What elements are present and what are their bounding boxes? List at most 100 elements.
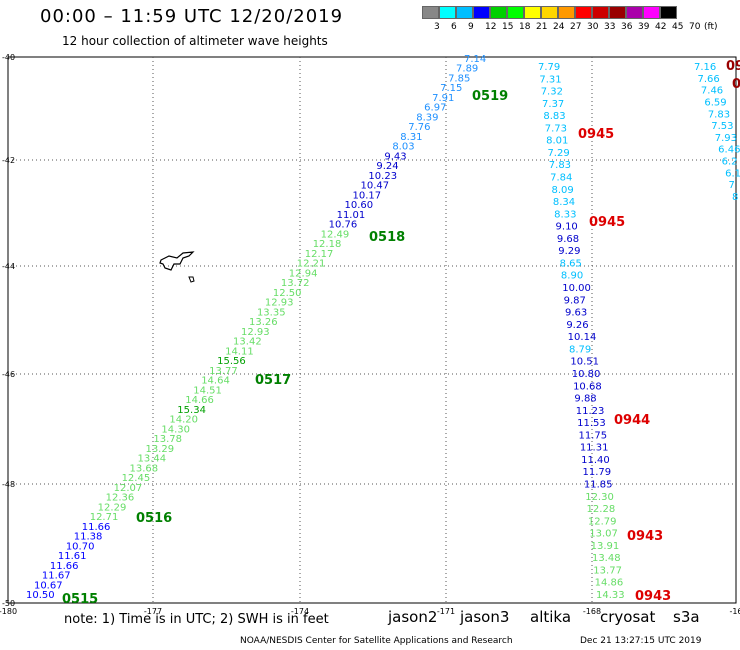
map-frame <box>7 56 737 604</box>
wave-height-value: 14.20 <box>169 415 198 426</box>
wave-height-value: 8.34 <box>553 197 575 208</box>
wave-height-value: 13.35 <box>257 307 286 318</box>
island-outline <box>188 276 195 283</box>
legend-swatch <box>643 6 660 19</box>
longitude-label: -16 <box>729 607 740 616</box>
wave-height-value: 7.29 <box>547 148 569 159</box>
wave-height-value: 7.32 <box>541 87 563 98</box>
wave-height-value: 10.23 <box>368 171 397 182</box>
legend-swatch <box>422 6 439 19</box>
wave-height-value: 12.49 <box>321 229 350 240</box>
wave-height-value: 12.50 <box>273 288 302 299</box>
wave-height-value: 11.85 <box>584 479 613 490</box>
satellite-jason3-label: jason3 <box>460 608 510 626</box>
wave-height-value: 9.26 <box>566 320 588 331</box>
wave-height-value: 15.56 <box>217 356 246 367</box>
wave-height-value: 9.88 <box>574 394 596 405</box>
legend-swatch <box>575 6 592 19</box>
pass-time-label: 0945 <box>589 215 625 230</box>
wave-height-value: 12.94 <box>289 268 318 279</box>
legend-swatch <box>524 6 541 19</box>
wave-height-value: 8.01 <box>546 136 568 147</box>
wave-height-value: 13.42 <box>233 337 262 348</box>
legend-label: 21 <box>536 22 548 32</box>
wave-height-value: 12.30 <box>585 492 614 503</box>
latitude-label: -50 <box>2 599 15 608</box>
pass-time-label: 09 <box>726 59 740 74</box>
satellite-s3a-label: s3a <box>673 608 700 626</box>
wave-height-value: 12.36 <box>106 493 135 504</box>
wave-height-value: 8.33 <box>554 209 576 220</box>
longitude-label: -180 <box>0 607 17 616</box>
longitude-label: -174 <box>291 607 309 616</box>
wave-height-value: 9.87 <box>564 295 586 306</box>
wave-height-value: 14.66 <box>185 395 214 406</box>
latitude-label: -48 <box>2 480 15 489</box>
legend-swatch <box>660 6 677 19</box>
latitude-label: -46 <box>2 370 15 379</box>
wave-height-value: 10.70 <box>66 541 95 552</box>
wave-height-value: 10.68 <box>573 381 602 392</box>
wave-height-value: 12.71 <box>90 512 119 523</box>
island-outline <box>159 251 195 271</box>
legend-swatch <box>558 6 575 19</box>
legend-label: 45 <box>672 22 684 32</box>
wave-height-value: 8.79 <box>569 344 591 355</box>
legend-swatch <box>609 6 626 19</box>
legend-label: 24 <box>553 22 565 32</box>
legend-label: (ft) <box>704 22 718 32</box>
wave-height-value: 7.16 <box>694 62 716 73</box>
wave-height-value: 10.51 <box>570 357 599 368</box>
longitude-label: -171 <box>437 607 455 616</box>
wave-height-value: 9.43 <box>384 151 406 162</box>
wave-height-value: 13.77 <box>593 565 622 576</box>
pass-time-label: 0517 <box>255 373 291 388</box>
wave-height-value: 10.60 <box>345 200 374 211</box>
wave-height-value: 12.93 <box>265 298 294 309</box>
wave-height-value: 10.47 <box>360 181 389 192</box>
wave-height-value: 13.72 <box>281 278 310 289</box>
wave-height-value: 7.37 <box>542 99 564 110</box>
wave-height-value: 10.00 <box>562 283 591 294</box>
legend-swatch <box>626 6 643 19</box>
pass-time-label: 0518 <box>369 230 405 245</box>
wave-height-value: 7 <box>729 180 735 191</box>
wave-height-value: 7.83 <box>549 160 571 171</box>
wave-height-value: 11.66 <box>50 561 79 572</box>
wave-height-value: 8.83 <box>543 111 565 122</box>
wave-height-value: 6.97 <box>424 103 446 114</box>
wave-height-value: 11.31 <box>580 443 609 454</box>
wave-height-value: 9.29 <box>558 246 580 257</box>
wave-height-value: 13.48 <box>592 553 621 564</box>
legend-swatch <box>507 6 524 19</box>
wave-height-value: 14.51 <box>193 385 222 396</box>
legend-label: 30 <box>587 22 599 32</box>
latitude-label: -44 <box>2 262 15 271</box>
longitude-label: -168 <box>583 607 601 616</box>
wave-height-value: 9.24 <box>376 161 398 172</box>
pass-time-label: 0943 <box>635 589 671 604</box>
wave-height-value: 7.53 <box>711 121 733 132</box>
wave-height-value: 7.66 <box>697 74 719 85</box>
legend-label: 9 <box>468 22 474 32</box>
wave-height-value: 12.29 <box>98 502 127 513</box>
wave-height-value: 10.80 <box>572 369 601 380</box>
wave-height-value: 12.18 <box>313 239 342 250</box>
wave-height-value: 12.45 <box>122 473 151 484</box>
wave-height-value: 7.73 <box>545 123 567 134</box>
wave-height-value: 11.79 <box>583 467 612 478</box>
wave-height-value: 12.93 <box>241 327 270 338</box>
wave-height-value: 10.14 <box>568 332 597 343</box>
wave-height-value: 11.66 <box>82 522 111 533</box>
pass-time-label: 0515 <box>62 592 98 607</box>
wave-height-value: 11.40 <box>581 455 610 466</box>
color-legend-labels: 3 6 9 12 15 18 21 24 27 30 33 36 39 42 45 70 (ft) <box>422 22 740 34</box>
wave-height-value: 7.31 <box>539 74 561 85</box>
wave-height-value: 9.63 <box>565 308 587 319</box>
wave-height-value: 12.28 <box>587 504 616 515</box>
wave-height-value: 14.11 <box>225 346 254 357</box>
wave-height-value: 13.07 <box>589 529 618 540</box>
legend-swatch <box>473 6 490 19</box>
wave-height-value: 8.03 <box>392 142 414 153</box>
